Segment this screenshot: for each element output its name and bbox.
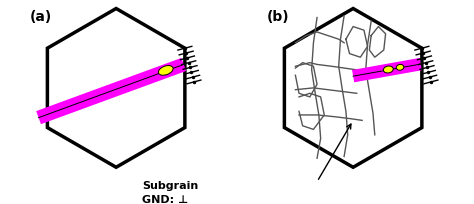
Polygon shape (284, 9, 422, 167)
Text: (a): (a) (29, 9, 52, 23)
Ellipse shape (158, 66, 173, 76)
Ellipse shape (383, 67, 393, 74)
Polygon shape (47, 9, 185, 167)
Text: Subgrain: Subgrain (142, 180, 199, 190)
Text: (b): (b) (266, 9, 289, 23)
Text: GND: ⊥: GND: ⊥ (142, 194, 188, 204)
Ellipse shape (396, 65, 404, 71)
